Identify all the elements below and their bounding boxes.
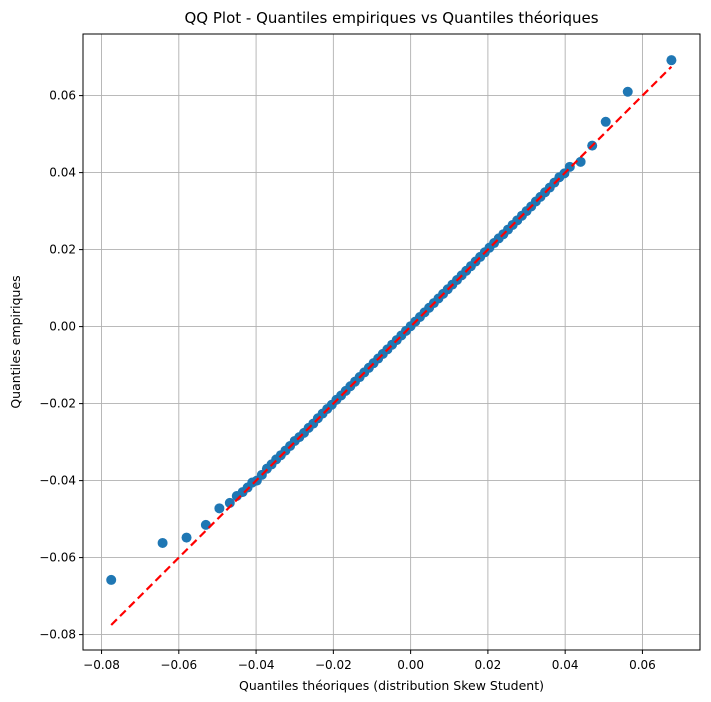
y-tick-label: 0.04: [49, 166, 76, 180]
x-tick-label: 0.04: [552, 658, 579, 672]
data-point: [214, 503, 225, 514]
y-tick-label: 0.06: [49, 89, 76, 103]
reference-line-layer: [110, 65, 673, 626]
x-tick-label: 0.00: [397, 658, 424, 672]
plot-area-frame: [82, 33, 701, 651]
x-tick-label: −0.04: [238, 658, 275, 672]
y-tick-label: −0.02: [39, 397, 76, 411]
y-tick-label: −0.04: [39, 474, 76, 488]
data-point: [181, 532, 192, 543]
data-point: [622, 86, 633, 97]
chart-title: QQ Plot - Quantiles empiriques vs Quanti…: [184, 9, 598, 27]
x-tick-label: −0.06: [160, 658, 197, 672]
x-axis-ticks: −0.08 −0.06 −0.04 −0.02 0.00 0.02 0.04 0.06: [83, 650, 656, 672]
y-tick-label: 0.02: [49, 243, 76, 257]
data-point: [600, 116, 611, 127]
data-point: [666, 55, 677, 66]
y-tick-label: −0.06: [39, 551, 76, 565]
y-tick-label: 0.00: [49, 320, 76, 334]
x-tick-label: −0.08: [83, 658, 120, 672]
grid-lines: [83, 34, 700, 650]
data-point: [157, 537, 168, 548]
x-tick-label: −0.02: [315, 658, 352, 672]
x-axis-label: Quantiles théoriques (distribution Skew …: [239, 678, 544, 693]
y-axis-ticks: −0.08 −0.06 −0.04 −0.02 0.00 0.02 0.04 0.06: [39, 89, 83, 642]
x-tick-label: 0.06: [629, 658, 656, 672]
reference-line: [110, 65, 673, 626]
y-axis-label: Quantiles empiriques: [8, 275, 23, 408]
data-point: [575, 156, 586, 167]
y-tick-label: −0.08: [39, 628, 76, 642]
data-point: [106, 574, 117, 585]
x-tick-label: 0.02: [475, 658, 502, 672]
